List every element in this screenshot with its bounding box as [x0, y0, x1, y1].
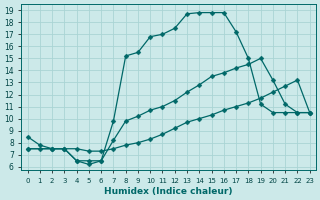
- X-axis label: Humidex (Indice chaleur): Humidex (Indice chaleur): [104, 187, 233, 196]
